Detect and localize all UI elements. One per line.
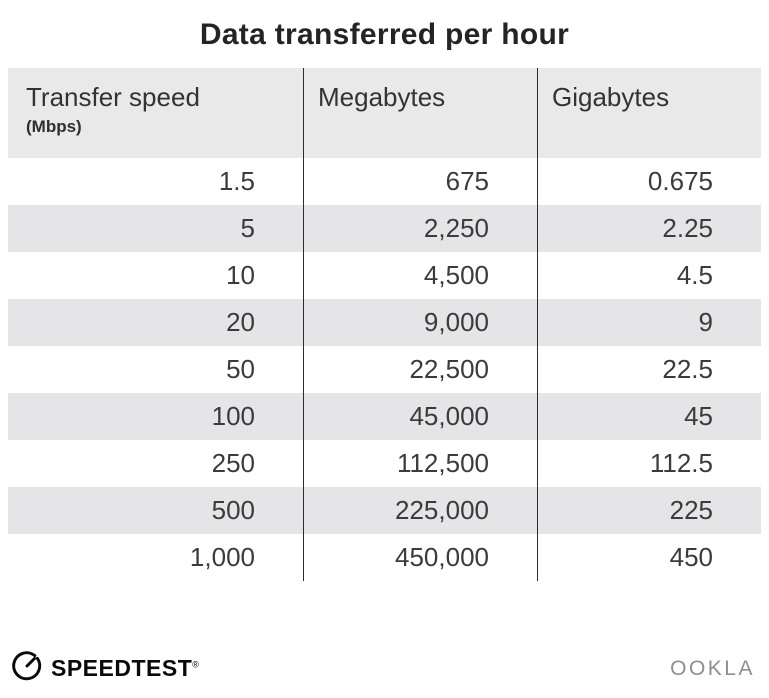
header-transfer-speed: Transfer speed (Mbps) (8, 68, 303, 158)
cell-megabytes: 2,250 (303, 205, 537, 252)
cell-megabytes: 225,000 (303, 487, 537, 534)
speedometer-gauge-icon (12, 651, 42, 686)
cell-speed: 50 (226, 354, 255, 384)
footer: SPEEDTEST® OOKLA (12, 651, 755, 686)
table-row: 500 225,000 225 (8, 487, 761, 534)
cell-speed: 1,000 (189, 542, 255, 572)
cell-gigabytes: 450 (537, 534, 761, 581)
speedtest-logo: SPEEDTEST® (12, 651, 199, 686)
cell-speed: 1.5 (218, 166, 255, 196)
cell-megabytes: 675 (303, 158, 537, 205)
data-table: Transfer speed (Mbps) Megabytes Gigabyte… (8, 68, 761, 581)
cell-megabytes: 112,500 (303, 440, 537, 487)
header-megabytes: Megabytes (303, 68, 537, 158)
cell-gigabytes: 22.5 (537, 346, 761, 393)
cell-gigabytes: 2.25 (537, 205, 761, 252)
header-gigabytes: Gigabytes (537, 68, 761, 158)
table-row: 100 45,000 45 (8, 393, 761, 440)
table-row: 10 4,500 4.5 (8, 252, 761, 299)
table-row: 1.5 675 0.675 (8, 158, 761, 205)
cell-gigabytes: 4.5 (537, 252, 761, 299)
cell-megabytes: 22,500 (303, 346, 537, 393)
table-row: 50 22,500 22.5 (8, 346, 761, 393)
cell-speed: 100 (211, 401, 255, 431)
cell-gigabytes: 45 (537, 393, 761, 440)
speedtest-wordmark: SPEEDTEST® (51, 655, 199, 682)
cell-speed: 500 (211, 495, 255, 525)
cell-gigabytes: 0.675 (537, 158, 761, 205)
ookla-wordmark: OOKLA (670, 656, 755, 680)
cell-gigabytes: 225 (537, 487, 761, 534)
cell-speed: 250 (211, 448, 255, 478)
page-title: Data transferred per hour (199, 18, 570, 51)
cell-gigabytes: 9 (537, 299, 761, 346)
cell-speed: 20 (226, 307, 255, 337)
table-row: 250 112,500 112.5 (8, 440, 761, 487)
trademark-symbol: ® (192, 659, 200, 670)
cell-megabytes: 450,000 (303, 534, 537, 581)
cell-megabytes: 4,500 (303, 252, 537, 299)
cell-megabytes: 9,000 (303, 299, 537, 346)
speedtest-wordmark-text: SPEEDTEST (51, 655, 193, 681)
table-row: 5 2,250 2.25 (8, 205, 761, 252)
table-row: 1,000 450,000 450 (8, 534, 761, 581)
cell-speed: 10 (226, 260, 255, 290)
cell-gigabytes: 112.5 (537, 440, 761, 487)
table-row: 20 9,000 9 (8, 299, 761, 346)
header-transfer-speed-unit: (Mbps) (26, 117, 82, 136)
cell-megabytes: 45,000 (303, 393, 537, 440)
header-transfer-speed-label: Transfer speed (26, 82, 200, 112)
table-header-row: Transfer speed (Mbps) Megabytes Gigabyte… (8, 68, 761, 158)
cell-speed: 5 (240, 213, 255, 243)
